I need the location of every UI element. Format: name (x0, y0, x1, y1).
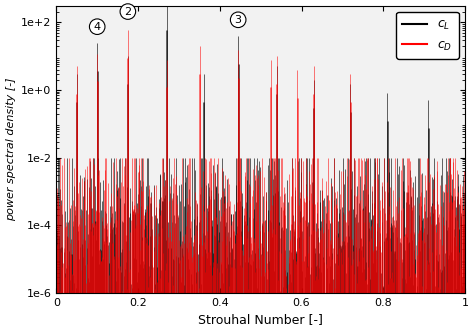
Text: 1: 1 (0, 331, 1, 332)
Text: 3: 3 (235, 15, 242, 25)
Y-axis label: power spectral density [-]: power spectral density [-] (6, 78, 16, 221)
Legend: $c_L$, $c_D$: $c_L$, $c_D$ (396, 12, 459, 59)
Text: 2: 2 (124, 7, 131, 17)
Text: 4: 4 (94, 22, 101, 32)
X-axis label: Strouhal Number [-]: Strouhal Number [-] (198, 313, 323, 326)
